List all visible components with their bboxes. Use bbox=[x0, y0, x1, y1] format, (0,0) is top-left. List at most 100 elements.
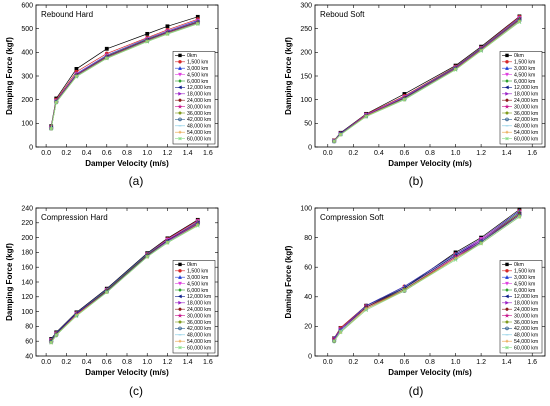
data-point bbox=[402, 97, 407, 102]
legend-label: 30,000 km bbox=[187, 313, 211, 319]
x-tick-label: 0.2 bbox=[61, 150, 71, 157]
legend-label: 4,500 km bbox=[187, 72, 208, 78]
legend-marker bbox=[505, 300, 510, 305]
legend-label: 6,000 km bbox=[187, 79, 208, 85]
legend-marker bbox=[505, 307, 509, 311]
x-tick-label: 1.2 bbox=[476, 359, 486, 366]
legend-label: 12,000 km bbox=[514, 85, 538, 91]
legend-label: 0km bbox=[514, 53, 524, 59]
legend-marker bbox=[178, 66, 182, 70]
y-tick-label: 80 bbox=[304, 235, 312, 242]
legend-label: 18,000 km bbox=[187, 92, 211, 98]
x-tick-label: 1.2 bbox=[163, 150, 173, 157]
legend-label: 4,500 km bbox=[187, 281, 208, 287]
data-point bbox=[364, 308, 369, 313]
legend-label: 54,000 km bbox=[187, 130, 211, 136]
x-tick-label: 0.4 bbox=[374, 150, 384, 157]
x-axis-label: Damper Velocity (m/s) bbox=[388, 368, 472, 377]
panel-title: Rebound Hard bbox=[41, 10, 93, 19]
legend-marker bbox=[505, 136, 509, 141]
x-axis-label: Damper Velocity (m/s) bbox=[85, 368, 169, 377]
legend-label: 36,000 km bbox=[187, 111, 211, 117]
legend-label: 42,000 km bbox=[187, 326, 211, 332]
legend-label: 0km bbox=[514, 262, 524, 268]
legend-label: 48,000 km bbox=[187, 124, 211, 130]
legend-label: 12,000 km bbox=[514, 294, 538, 300]
legend-marker bbox=[178, 111, 182, 115]
legend-marker bbox=[504, 294, 509, 299]
data-point bbox=[165, 32, 170, 37]
x-tick-label: 1.0 bbox=[451, 359, 461, 366]
x-tick-label: 0.6 bbox=[400, 150, 410, 157]
y-axis-label: Damping Force (kgf) bbox=[5, 243, 14, 321]
legend-label: 1,500 km bbox=[187, 60, 208, 66]
y-tick-label: 100 bbox=[21, 121, 33, 128]
legend-label: 3,000 km bbox=[514, 66, 535, 72]
x-tick-label: 1.6 bbox=[527, 359, 537, 366]
y-tick-label: 100 bbox=[300, 97, 312, 104]
legend-marker bbox=[178, 339, 182, 343]
y-tick-label: 0 bbox=[308, 144, 312, 151]
legend-label: 36,000 km bbox=[514, 111, 538, 117]
legend-label: 12,000 km bbox=[187, 294, 211, 300]
panel-title: Reboud Soft bbox=[320, 10, 365, 19]
legend-label: 1,500 km bbox=[514, 269, 535, 275]
data-point bbox=[453, 67, 458, 72]
legend-marker bbox=[178, 345, 182, 350]
x-tick-label: 1.0 bbox=[142, 359, 152, 366]
y-tick-label: 500 bbox=[21, 26, 33, 33]
panel-caption: (d) bbox=[409, 384, 424, 398]
legend-marker bbox=[505, 275, 509, 279]
chart-panel-c: 0.0 0.2 0.4 0.6 0.8 1.0 1.2 1.4 1.6 40 60 80 100 120 1… bbox=[5, 205, 219, 398]
data-point bbox=[54, 333, 59, 338]
y-tick-label: 100 bbox=[300, 205, 312, 212]
y-tick-label: 140 bbox=[21, 279, 33, 286]
legend-marker bbox=[505, 111, 509, 115]
legend-marker bbox=[178, 130, 182, 134]
legend-label: 42,000 km bbox=[514, 326, 538, 332]
data-point bbox=[104, 290, 109, 295]
legend-label: 1,500 km bbox=[187, 269, 208, 275]
panel-title: Compression Hard bbox=[41, 213, 108, 222]
y-tick-label: 40 bbox=[304, 294, 312, 301]
y-axis-label: Damping Force (kgf) bbox=[284, 37, 293, 115]
x-tick-label: 0.4 bbox=[82, 150, 92, 157]
legend-label: 6,000 km bbox=[514, 288, 535, 294]
x-tick-label: 0.8 bbox=[425, 150, 435, 157]
x-tick-label: 0.8 bbox=[425, 359, 435, 366]
legend-label: 4,500 km bbox=[514, 281, 535, 287]
legend-marker bbox=[178, 60, 182, 64]
data-point bbox=[479, 48, 484, 53]
data-point bbox=[332, 139, 337, 144]
x-tick-label: 1.4 bbox=[502, 150, 512, 157]
panel-title: Compression Soft bbox=[320, 213, 384, 222]
legend-marker bbox=[178, 91, 183, 96]
legend-label: 60,000 km bbox=[514, 136, 538, 142]
legend-marker bbox=[504, 85, 509, 90]
data-point bbox=[517, 214, 522, 219]
data-point bbox=[453, 257, 458, 262]
legend-marker bbox=[505, 72, 509, 77]
legend-label: 6,000 km bbox=[187, 288, 208, 294]
legend-marker bbox=[178, 53, 182, 58]
legend-marker bbox=[505, 269, 509, 273]
data-point bbox=[104, 56, 109, 61]
x-tick-label: 1.4 bbox=[183, 150, 193, 157]
panel-caption: (c) bbox=[129, 384, 143, 398]
data-point bbox=[74, 314, 79, 318]
legend-label: 3,000 km bbox=[187, 275, 208, 281]
legend-label: 24,000 km bbox=[514, 307, 538, 313]
legend-label: 60,000 km bbox=[187, 136, 211, 142]
panel-caption: (b) bbox=[409, 174, 424, 188]
legend-label: 18,000 km bbox=[514, 301, 538, 307]
legend-marker bbox=[505, 281, 509, 286]
legend-marker bbox=[505, 117, 509, 122]
y-tick-label: 50 bbox=[304, 121, 312, 128]
legend-marker bbox=[504, 104, 510, 109]
legend-marker bbox=[178, 262, 182, 267]
chart-panel-b: 0.0 0.2 0.4 0.6 0.8 1.0 1.2 1.4 1.6 0 50 100 150 200 2… bbox=[284, 2, 546, 188]
legend-marker bbox=[178, 98, 182, 102]
data-point bbox=[49, 340, 54, 345]
x-tick-label: 0.4 bbox=[374, 359, 384, 366]
